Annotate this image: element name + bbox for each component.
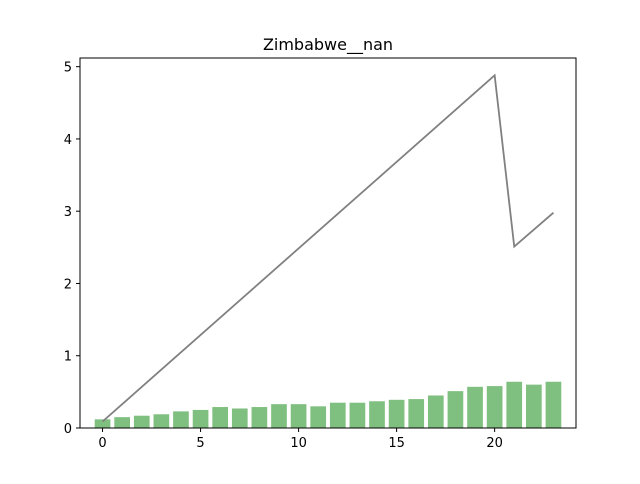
y-tick-label: 1 bbox=[64, 350, 72, 365]
bar bbox=[290, 404, 307, 428]
bar bbox=[467, 386, 483, 428]
x-tick-label: 15 bbox=[388, 436, 405, 451]
bar bbox=[447, 391, 464, 428]
bar bbox=[427, 395, 444, 428]
bar bbox=[231, 408, 248, 428]
x-tick-label: 20 bbox=[486, 436, 503, 451]
bar bbox=[94, 419, 111, 428]
bar bbox=[310, 406, 327, 428]
chart-title: Zimbabwe__nan bbox=[263, 35, 393, 55]
bar bbox=[114, 417, 130, 428]
bar bbox=[486, 386, 503, 428]
bar bbox=[251, 407, 268, 428]
bar bbox=[133, 415, 150, 428]
bar bbox=[506, 381, 523, 428]
y-tick-label: 5 bbox=[64, 61, 72, 76]
line-series bbox=[101, 73, 555, 423]
bar bbox=[545, 381, 562, 428]
y-tick-label: 4 bbox=[64, 133, 72, 148]
bar bbox=[173, 411, 189, 428]
bar bbox=[526, 384, 542, 428]
bar bbox=[349, 402, 366, 428]
y-tick-label: 2 bbox=[64, 277, 72, 292]
x-tick-label: 0 bbox=[98, 436, 106, 451]
bar bbox=[212, 407, 229, 428]
bar-series bbox=[94, 381, 562, 428]
x-tick-label: 5 bbox=[196, 436, 204, 451]
bar bbox=[329, 402, 346, 428]
y-tick-label: 0 bbox=[64, 422, 72, 437]
bar bbox=[192, 409, 209, 428]
bar bbox=[388, 399, 405, 428]
y-tick-label: 3 bbox=[64, 205, 72, 220]
bar bbox=[271, 404, 287, 428]
x-tick-label: 10 bbox=[290, 436, 307, 451]
bar bbox=[153, 414, 170, 428]
bar bbox=[369, 401, 385, 428]
line-series-layer bbox=[101, 73, 555, 423]
plot-frame bbox=[79, 57, 577, 429]
bar bbox=[408, 399, 425, 428]
axes: 0 5 10 15 20 0 1 2 3 4 5 bbox=[64, 57, 577, 451]
